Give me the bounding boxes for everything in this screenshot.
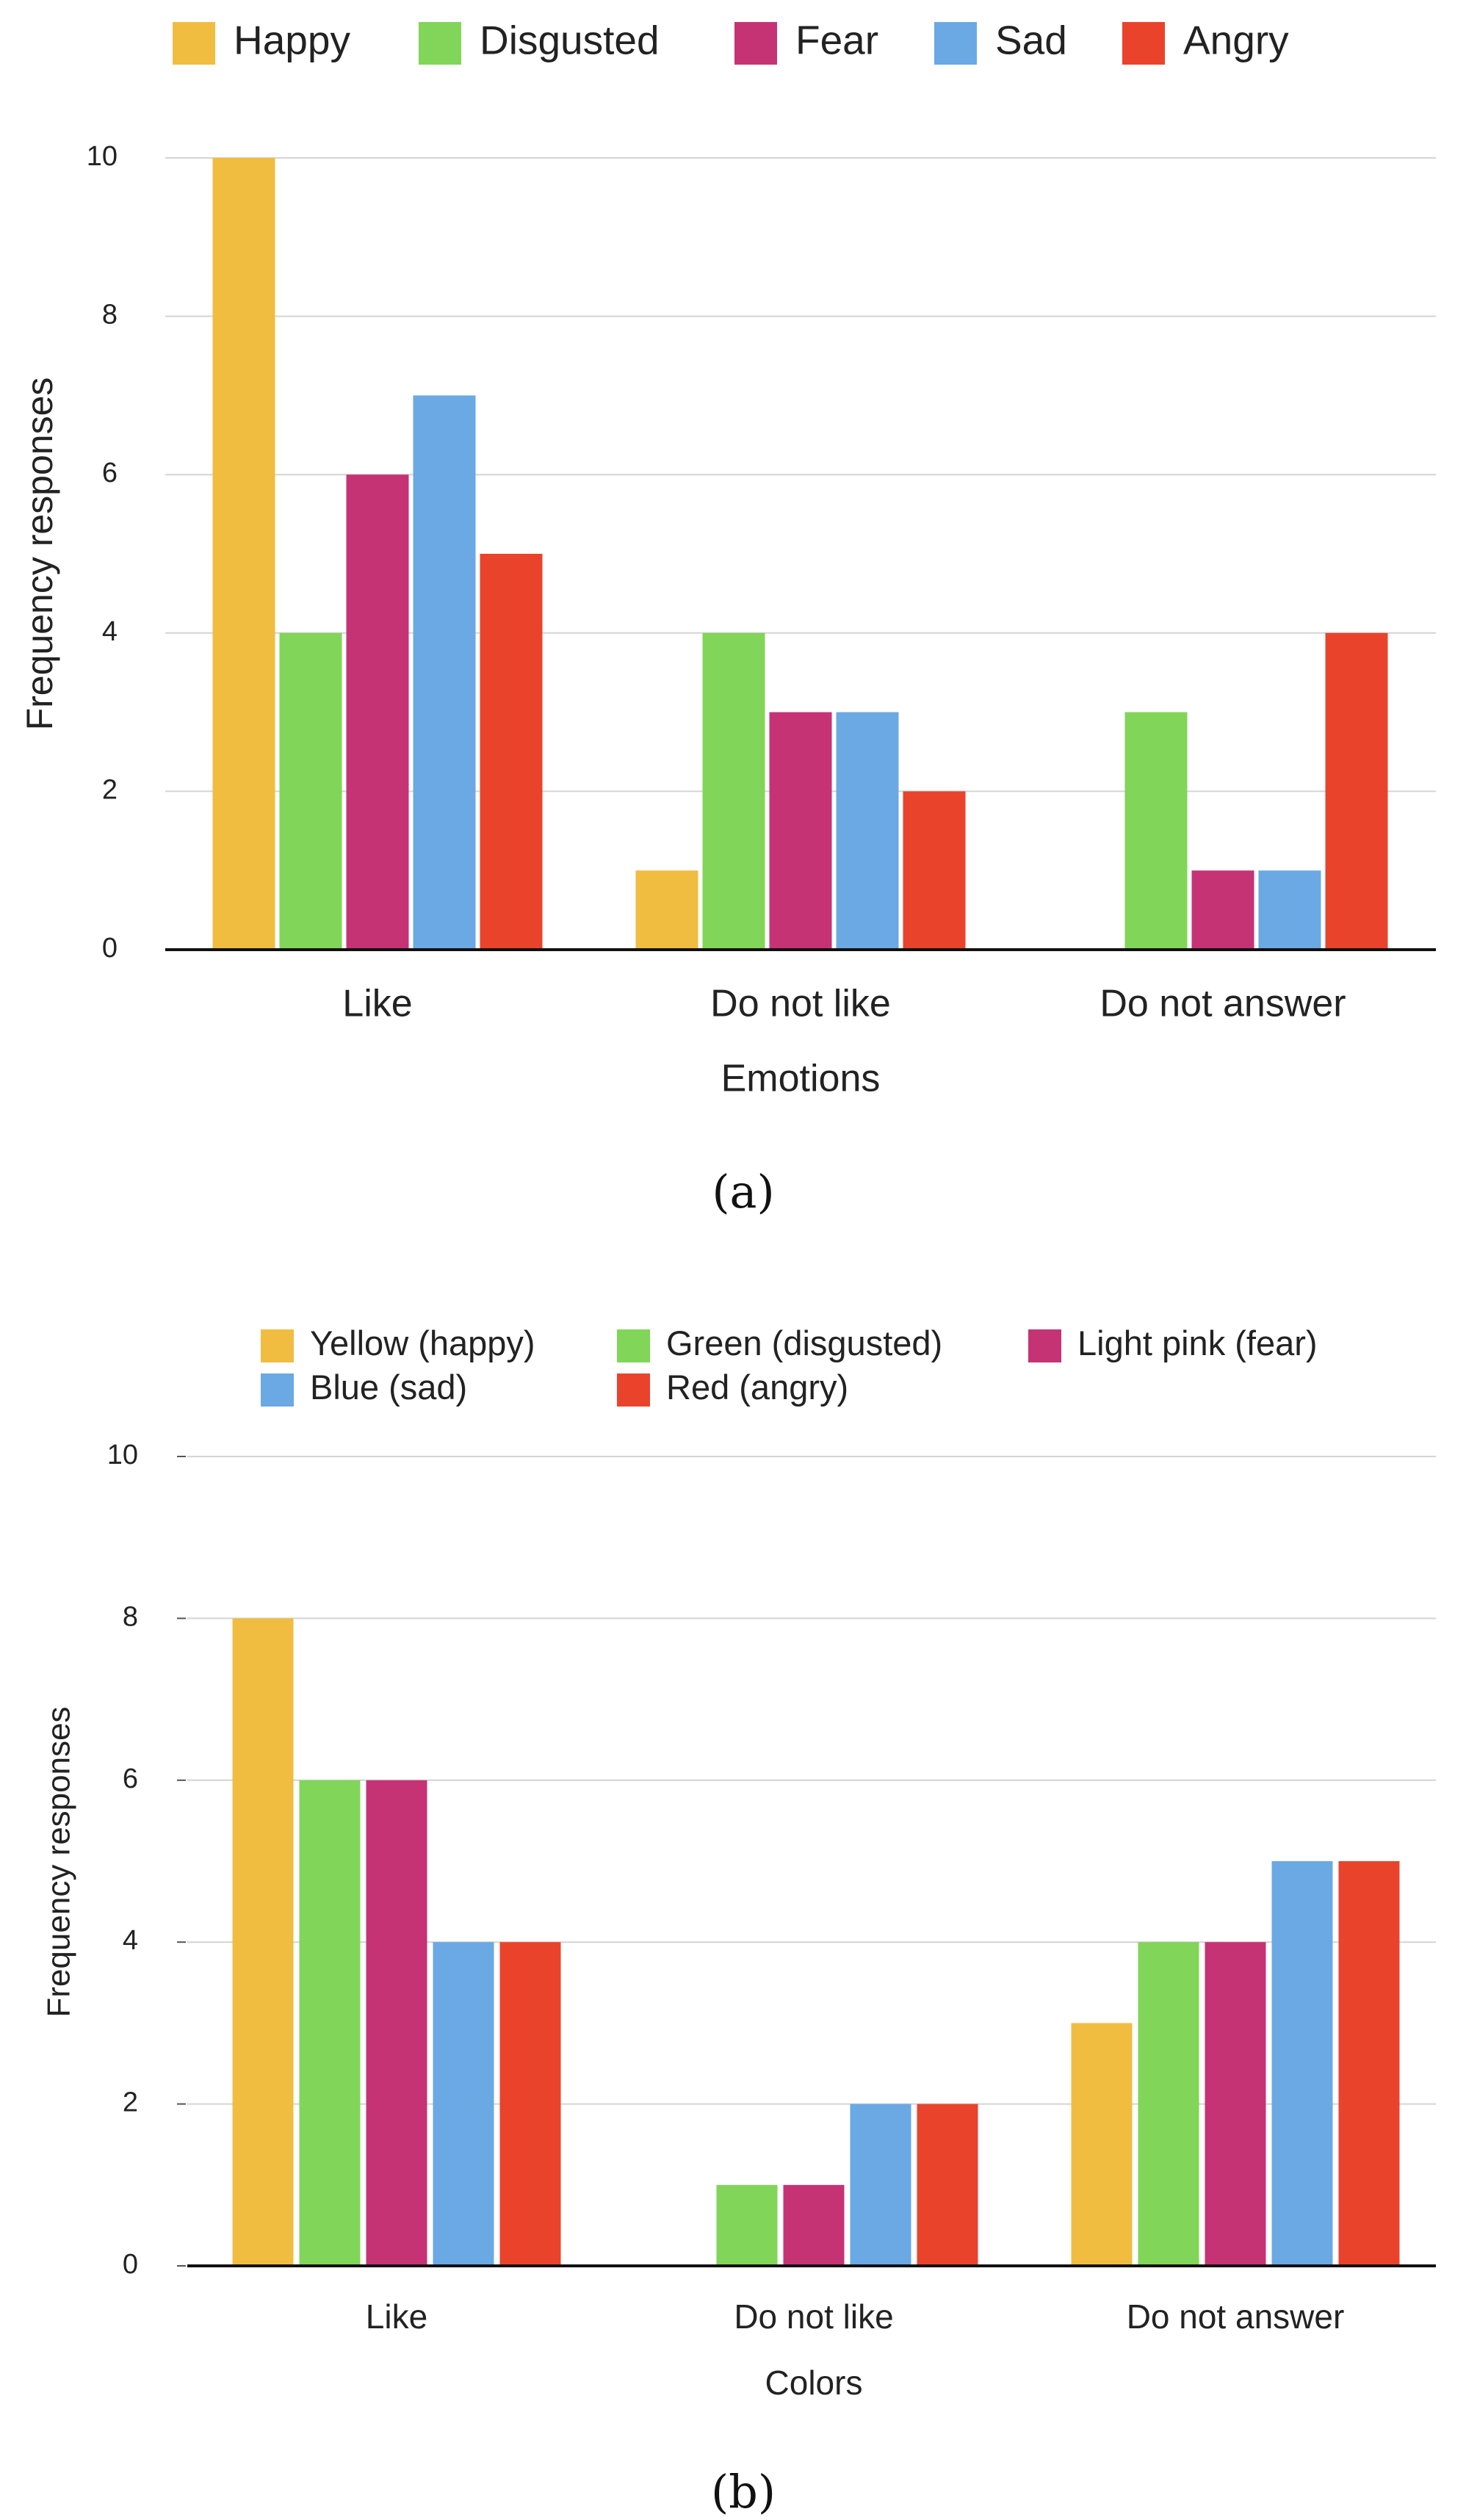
bar — [299, 1780, 361, 2266]
x-category-label: Like — [342, 983, 412, 1025]
bar — [499, 1942, 561, 2266]
legend-label: Blue (sad) — [310, 1368, 467, 1407]
legend-label: Green (disgusted) — [666, 1324, 942, 1362]
x-category-label: Like — [366, 2297, 427, 2336]
y-tick-label: 4 — [123, 1925, 138, 1956]
legend-label: Light pink (fear) — [1077, 1324, 1318, 1362]
legend-swatch — [617, 1373, 650, 1407]
bar — [1191, 870, 1254, 950]
bar — [716, 2184, 778, 2266]
y-axis-title: Frequency responses — [41, 1706, 77, 2017]
bar — [1325, 632, 1388, 950]
legend-label: Red (angry) — [666, 1368, 848, 1407]
y-tick-label: 10 — [87, 141, 118, 172]
bar — [366, 1780, 427, 2266]
bar — [1124, 712, 1188, 950]
bar — [1138, 1942, 1199, 2266]
legend-label: Happy — [234, 18, 350, 63]
bar — [1205, 1942, 1266, 2266]
y-tick-label: 10 — [107, 1440, 138, 1470]
y-tick-label: 0 — [123, 2249, 138, 2280]
bar — [1338, 1861, 1400, 2266]
bar — [1271, 1861, 1333, 2266]
chart-b: 0 2 4 6 8 10 Like Do not like Do not answer Color… — [41, 1324, 1436, 2519]
y-tick-label: 2 — [123, 2087, 138, 2118]
y-tick-label: 6 — [123, 1763, 138, 1794]
bar — [1258, 870, 1321, 950]
x-axis-title: Emotions — [721, 1058, 881, 1100]
bar — [433, 1942, 494, 2266]
panel-label: (b) — [711, 2465, 776, 2519]
legend-swatch — [934, 22, 977, 65]
legend-label: Sad — [995, 18, 1067, 63]
bar — [413, 395, 476, 950]
legend-label: Yellow (happy) — [310, 1324, 535, 1362]
y-tick-label: 8 — [102, 300, 118, 331]
x-category-label: Do not like — [710, 983, 891, 1025]
legend-swatch — [261, 1373, 294, 1407]
bar — [836, 712, 899, 950]
bar — [903, 791, 966, 950]
legend-swatch — [419, 22, 461, 65]
bar — [212, 158, 275, 950]
x-category-label: Do not answer — [1100, 983, 1346, 1025]
bar — [480, 554, 543, 950]
legend-swatch — [617, 1329, 650, 1362]
bar — [635, 870, 698, 950]
legend-swatch — [1122, 22, 1165, 65]
y-tick-label: 6 — [102, 458, 118, 488]
bar — [769, 712, 832, 950]
legend-swatch — [173, 22, 215, 65]
bar — [279, 632, 342, 950]
legend-swatch — [261, 1329, 294, 1362]
bar — [917, 2104, 978, 2266]
x-axis-title: Colors — [765, 2364, 863, 2402]
bar — [850, 2104, 911, 2266]
x-category-label: Do not answer — [1127, 2297, 1345, 2336]
y-tick-label: 2 — [102, 774, 118, 805]
legend-label: Disgusted — [480, 18, 660, 63]
bar — [783, 2184, 845, 2266]
chart-a: 0 2 4 6 8 10 Like Do not like Do not answer Emoti… — [19, 18, 1436, 1219]
bar — [346, 474, 409, 950]
legend-label: Fear — [795, 18, 878, 63]
bar — [232, 1618, 294, 2266]
legend-swatch — [1028, 1329, 1061, 1362]
y-tick-label: 8 — [123, 1601, 138, 1632]
y-tick-label: 4 — [102, 616, 118, 647]
panel-label: (a) — [712, 1165, 774, 1219]
x-category-label: Do not like — [734, 2297, 893, 2336]
bar — [1071, 2023, 1133, 2266]
y-axis-title: Frequency responses — [19, 378, 60, 731]
legend-swatch — [734, 22, 777, 65]
bar — [702, 632, 765, 950]
y-tick-label: 0 — [102, 933, 118, 964]
legend-label: Angry — [1183, 18, 1289, 63]
